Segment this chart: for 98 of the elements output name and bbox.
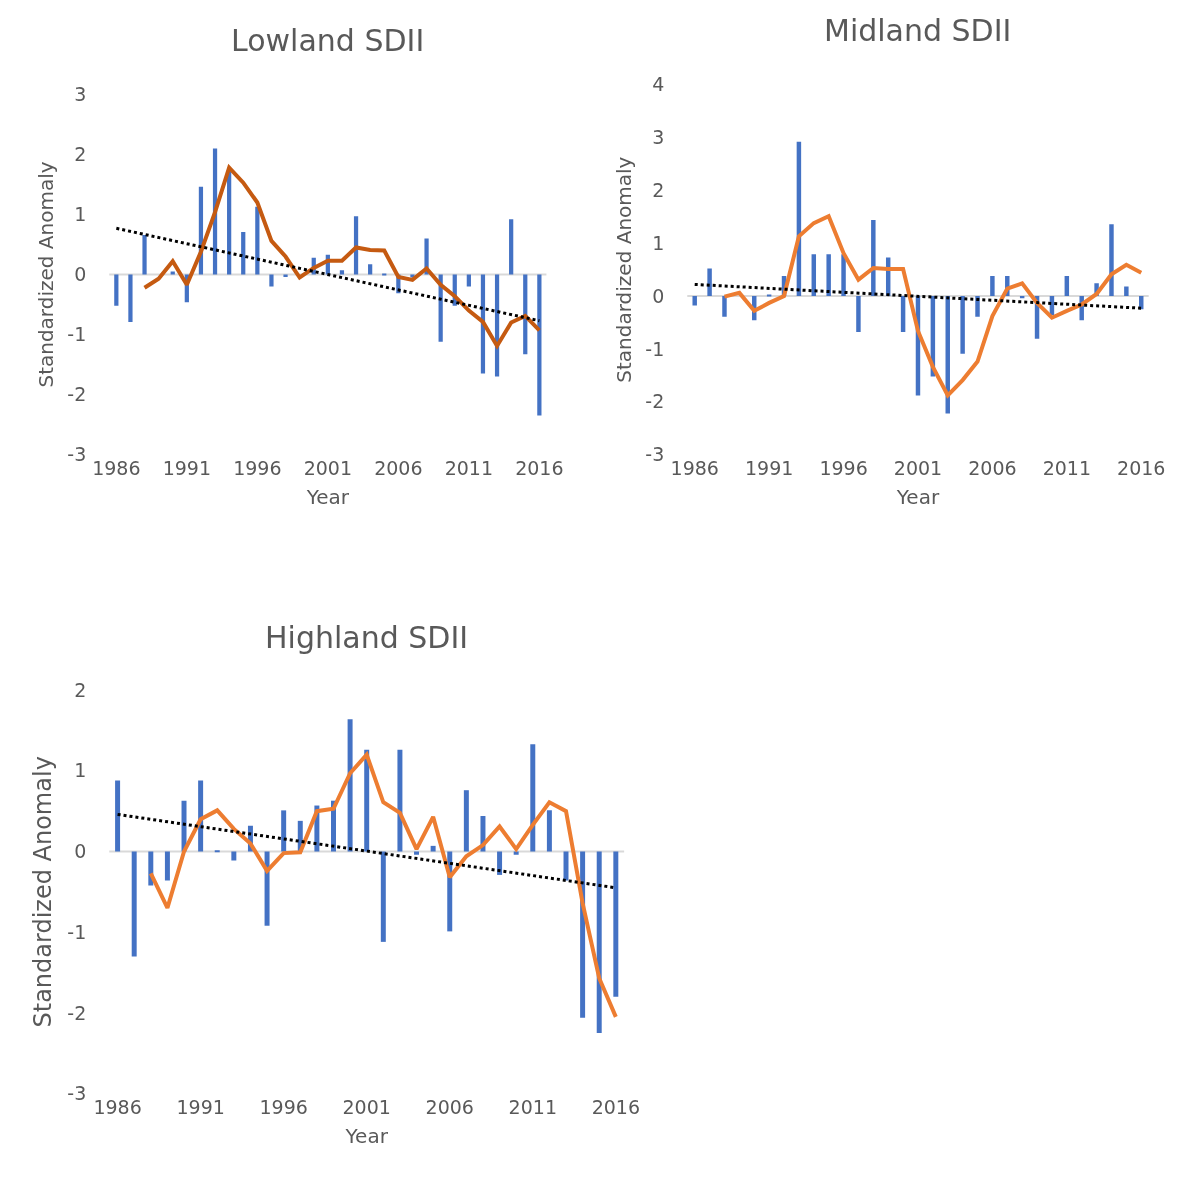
bar bbox=[131, 851, 137, 957]
x-tick-label: 2001 bbox=[303, 456, 353, 479]
y-tick-label: 2 bbox=[652, 178, 665, 201]
bar bbox=[255, 206, 260, 275]
x-axis-title: Year bbox=[305, 485, 350, 510]
bar bbox=[214, 850, 220, 853]
y-tick-label: 3 bbox=[74, 83, 87, 106]
bar bbox=[871, 219, 876, 297]
x-tick-label: 2001 bbox=[893, 456, 943, 479]
x-axis-title: Year bbox=[344, 1124, 389, 1149]
bar bbox=[241, 231, 246, 275]
x-tick-label: 2011 bbox=[1042, 456, 1091, 479]
bar bbox=[364, 749, 370, 852]
x-tick-label: 1991 bbox=[162, 456, 212, 479]
x-tick-label: 1991 bbox=[176, 1095, 225, 1118]
x-tick-label: 1996 bbox=[819, 456, 868, 479]
y-tick-label: -1 bbox=[67, 323, 87, 346]
y-tick-label: 4 bbox=[652, 73, 665, 96]
bar bbox=[530, 744, 536, 852]
bar bbox=[142, 234, 147, 275]
x-tick-label: 1986 bbox=[93, 1095, 142, 1118]
x-tick-label: 2006 bbox=[374, 456, 423, 479]
y-tick-label: 2 bbox=[74, 143, 87, 166]
bar bbox=[546, 810, 552, 852]
bar bbox=[463, 790, 469, 852]
x-tick-label: 1996 bbox=[259, 1095, 308, 1118]
x-tick-label: 2006 bbox=[425, 1095, 474, 1118]
bar bbox=[856, 296, 861, 332]
y-tick-label: -3 bbox=[67, 443, 87, 466]
bar bbox=[513, 851, 519, 855]
bar bbox=[975, 296, 980, 317]
y-tick-label: 0 bbox=[74, 263, 87, 286]
x-tick-label: 1991 bbox=[744, 456, 794, 479]
line-series bbox=[722, 214, 1144, 398]
y-tick-label: -3 bbox=[67, 1082, 87, 1105]
x-tick-label: 1996 bbox=[233, 456, 282, 479]
bar bbox=[707, 268, 712, 297]
bar bbox=[960, 296, 965, 354]
bar bbox=[1124, 286, 1129, 297]
y-tick-label: -2 bbox=[645, 390, 665, 413]
y-tick-label: -3 bbox=[645, 443, 665, 466]
y-tick-label: 3 bbox=[652, 126, 665, 149]
bar bbox=[368, 264, 373, 275]
bar bbox=[283, 274, 288, 277]
bar bbox=[115, 780, 121, 852]
bar bbox=[692, 296, 697, 306]
bar bbox=[766, 294, 772, 297]
y-tick-label: 1 bbox=[74, 203, 87, 226]
bar bbox=[170, 271, 175, 275]
y-tick-label: 2 bbox=[74, 678, 87, 701]
x-tick-label: 2016 bbox=[591, 1095, 640, 1118]
chart-title: Midland SDII bbox=[824, 13, 1012, 48]
bar bbox=[339, 270, 345, 275]
y-axis-title: Standardized Anomaly bbox=[29, 756, 58, 1028]
y-tick-label: -1 bbox=[645, 337, 665, 360]
bar bbox=[497, 851, 503, 875]
bar bbox=[164, 851, 170, 881]
x-tick-label: 2011 bbox=[508, 1095, 557, 1118]
bar bbox=[264, 851, 270, 926]
bar bbox=[269, 274, 274, 287]
bar bbox=[509, 219, 514, 275]
y-tick-label: 1 bbox=[74, 759, 87, 782]
bar bbox=[382, 273, 387, 276]
y-tick-label: -2 bbox=[67, 383, 87, 406]
bar bbox=[613, 851, 619, 997]
bar bbox=[990, 275, 995, 297]
x-tick-label: 2001 bbox=[342, 1095, 391, 1118]
bar bbox=[722, 296, 727, 317]
y-axis-title: Standardized Anomaly bbox=[33, 161, 58, 388]
y-tick-label: -2 bbox=[67, 1001, 87, 1024]
bar bbox=[281, 810, 287, 852]
x-tick-label: 2011 bbox=[444, 456, 494, 479]
bar bbox=[826, 254, 831, 297]
y-axis-title: Standardized Anomaly bbox=[611, 156, 636, 383]
bar bbox=[380, 851, 386, 942]
bar bbox=[397, 749, 403, 852]
bar bbox=[231, 851, 237, 861]
x-tick-label: 2016 bbox=[1117, 456, 1166, 479]
chart-title: Highland SDII bbox=[265, 620, 469, 655]
bar bbox=[347, 719, 353, 852]
bar bbox=[466, 274, 471, 287]
x-axis-title: Year bbox=[895, 485, 940, 510]
bar bbox=[430, 845, 436, 852]
y-tick-label: 1 bbox=[652, 231, 665, 254]
bar bbox=[1109, 224, 1114, 297]
y-tick-label: -1 bbox=[67, 920, 87, 943]
y-tick-label: 0 bbox=[74, 840, 87, 863]
bar bbox=[414, 851, 420, 855]
x-tick-label: 1986 bbox=[92, 456, 141, 479]
bar bbox=[114, 274, 119, 306]
chart-title: Lowland SDII bbox=[231, 23, 425, 58]
x-tick-label: 2006 bbox=[968, 456, 1017, 479]
x-tick-label: 1986 bbox=[670, 456, 719, 479]
bar bbox=[596, 851, 602, 1034]
bar bbox=[537, 274, 542, 416]
y-tick-label: 0 bbox=[652, 284, 665, 307]
x-tick-label: 2016 bbox=[515, 456, 564, 479]
bar bbox=[128, 274, 133, 322]
